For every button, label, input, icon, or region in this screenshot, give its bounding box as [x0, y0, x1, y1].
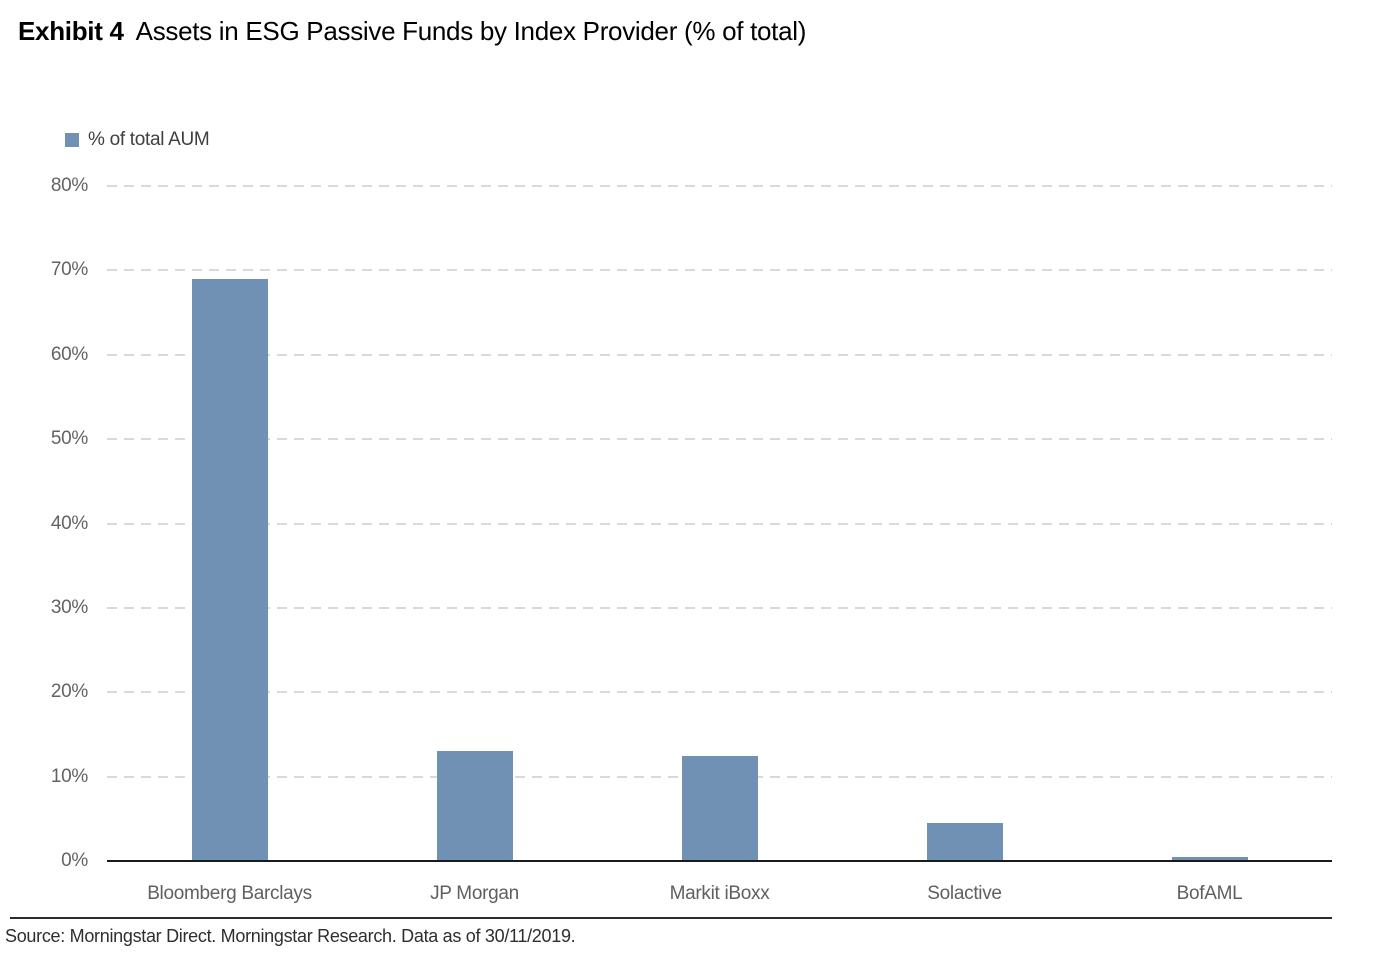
- x-category-label: JP Morgan: [430, 883, 519, 904]
- x-category-label: Solactive: [927, 883, 1002, 904]
- exhibit-label: Exhibit 4: [18, 16, 124, 46]
- bar-solactive: [926, 823, 1003, 861]
- gridline: [107, 438, 1332, 441]
- y-tick-label: 0%: [61, 850, 88, 871]
- gridline: [107, 522, 1332, 525]
- y-tick-label: 10%: [50, 765, 88, 787]
- legend-label: % of total AUM: [88, 129, 210, 150]
- plot-area: [107, 185, 1332, 862]
- zero-axis-line: [107, 860, 1332, 862]
- gridline: [107, 691, 1332, 694]
- figure-title-text: Assets in ESG Passive Funds by Index Pro…: [135, 16, 807, 46]
- bar-bofaml: [1171, 856, 1248, 861]
- y-tick-label: 30%: [50, 596, 88, 618]
- x-category-label: BofAML: [1176, 883, 1243, 904]
- y-tick-label: 40%: [50, 512, 88, 534]
- y-tick-label: 80%: [50, 175, 88, 196]
- y-tick-label: 50%: [50, 428, 88, 450]
- source-note: Source: Morningstar Direct. Morningstar …: [5, 926, 576, 946]
- y-axis: 0% 10% 20% 30% 40% 50% 60% 70% 80%: [0, 175, 88, 871]
- y-tick-label: 60%: [50, 343, 88, 365]
- bar-bloomberg-barclays: [191, 278, 268, 861]
- x-category-label: Markit iBoxx: [669, 883, 770, 904]
- gridline: [107, 185, 1332, 187]
- y-tick-label: 20%: [50, 681, 88, 703]
- gridline: [107, 606, 1332, 609]
- chart-legend: % of total AUM: [65, 129, 210, 151]
- x-category-label: Bloomberg Barclays: [147, 883, 312, 904]
- y-tick-label: 70%: [50, 259, 88, 281]
- footer-divider-line: [10, 917, 1332, 919]
- figure-title: Exhibit 4 Assets in ESG Passive Funds by …: [18, 16, 806, 47]
- x-axis: Bloomberg Barclays JP Morgan Markit iBoxx S…: [107, 861, 1332, 904]
- bar-markit-iboxx: [681, 755, 758, 861]
- gridline: [107, 269, 1332, 272]
- gridline: [107, 353, 1332, 356]
- legend-swatch-icon: [65, 133, 79, 147]
- bar-jp-morgan: [436, 751, 513, 861]
